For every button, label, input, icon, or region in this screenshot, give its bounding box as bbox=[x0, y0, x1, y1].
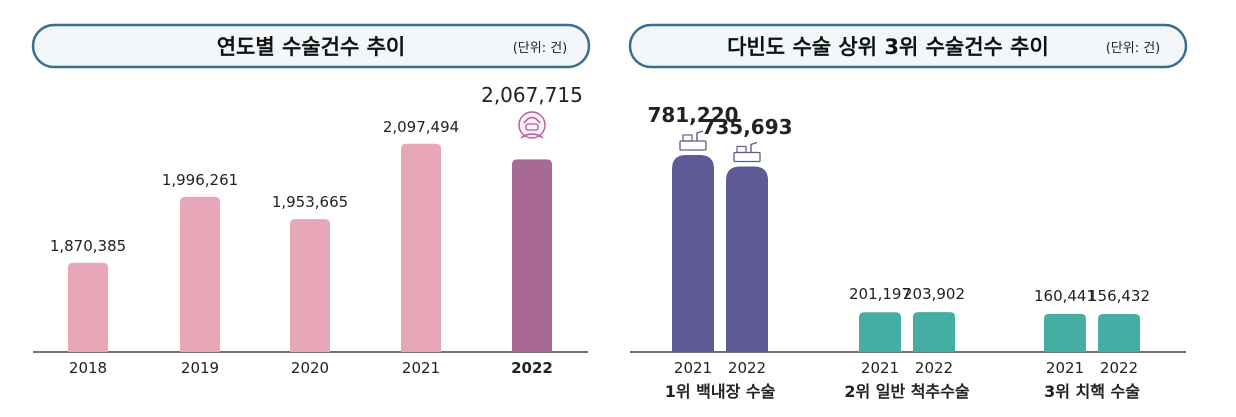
right-unit-label: (단위: 건) bbox=[1106, 41, 1161, 56]
x-tick-2-2022: 2022 bbox=[915, 359, 953, 377]
value-label-3-2021: 160,441 bbox=[1034, 287, 1096, 305]
x-tick-2019: 2019 bbox=[181, 359, 219, 377]
value-label-2018: 1,870,385 bbox=[50, 237, 126, 255]
x-tick-2-2021: 2021 bbox=[861, 359, 899, 377]
value-label-1-2021: 781,220 bbox=[647, 103, 738, 127]
right-chart-title: 다빈도 수술 상위 3위 수술건수 추이 bbox=[727, 35, 1049, 59]
surgeon-icon bbox=[518, 111, 546, 139]
value-label-2019: 1,996,261 bbox=[162, 171, 238, 189]
bar-1-2021 bbox=[672, 155, 714, 352]
bar-2022 bbox=[512, 159, 552, 352]
x-tick-2020: 2020 bbox=[291, 359, 329, 377]
value-label-2021: 2,097,494 bbox=[383, 118, 459, 136]
x-tick-3-2022: 2022 bbox=[1100, 359, 1138, 377]
value-label-2-2021: 201,197 bbox=[849, 285, 911, 303]
value-label-2022: 2,067,715 bbox=[481, 83, 583, 107]
left-title-pill bbox=[31, 23, 591, 69]
bar-1-2022 bbox=[726, 166, 768, 352]
value-label-2020: 1,953,665 bbox=[272, 193, 348, 211]
bar-2018 bbox=[68, 262, 108, 352]
x-tick-1-2022: 2022 bbox=[728, 359, 766, 377]
x-tick-3-2021: 2021 bbox=[1046, 359, 1084, 377]
group-label-3: 3위 치핵 수술 bbox=[1044, 382, 1140, 401]
left-chart-title: 연도별 수술건수 추이 bbox=[217, 35, 406, 59]
value-label-2-2022: 203,902 bbox=[903, 285, 965, 303]
x-tick-1-2021: 2021 bbox=[674, 359, 712, 377]
x-tick-2018: 2018 bbox=[69, 359, 107, 377]
right-panel-header: 다빈도 수술 상위 3위 수술건수 추이 (단위: 건) bbox=[628, 23, 1188, 69]
value-label-1-2022: 735,693 bbox=[701, 115, 792, 139]
left-chart: 1,870,385 2018 1,996,261 2019 1,953,665 2020 2… bbox=[50, 83, 583, 377]
bar-3-2021 bbox=[1044, 313, 1086, 352]
x-tick-2021: 2021 bbox=[402, 359, 440, 377]
group-label-1: 1위 백내장 수술 bbox=[665, 382, 776, 401]
left-unit-label: (단위: 건) bbox=[513, 41, 568, 56]
x-tick-2022: 2022 bbox=[511, 359, 553, 377]
surgical-equipment-icon bbox=[733, 141, 761, 163]
left-panel-header: 연도별 수술건수 추이 (단위: 건) bbox=[31, 23, 591, 69]
bar-2-2021 bbox=[859, 312, 901, 352]
surgical-equipment-icon bbox=[679, 130, 707, 151]
bar-2020 bbox=[290, 219, 330, 352]
bar-2021 bbox=[401, 143, 441, 352]
value-label-3-2022: 156,432 bbox=[1088, 287, 1150, 305]
bar-2-2022 bbox=[913, 312, 955, 352]
bar-3-2022 bbox=[1098, 314, 1140, 352]
bar-2019 bbox=[180, 196, 220, 352]
group-label-2: 2위 일반 척추수술 bbox=[844, 382, 970, 401]
right-title-pill bbox=[628, 23, 1188, 69]
